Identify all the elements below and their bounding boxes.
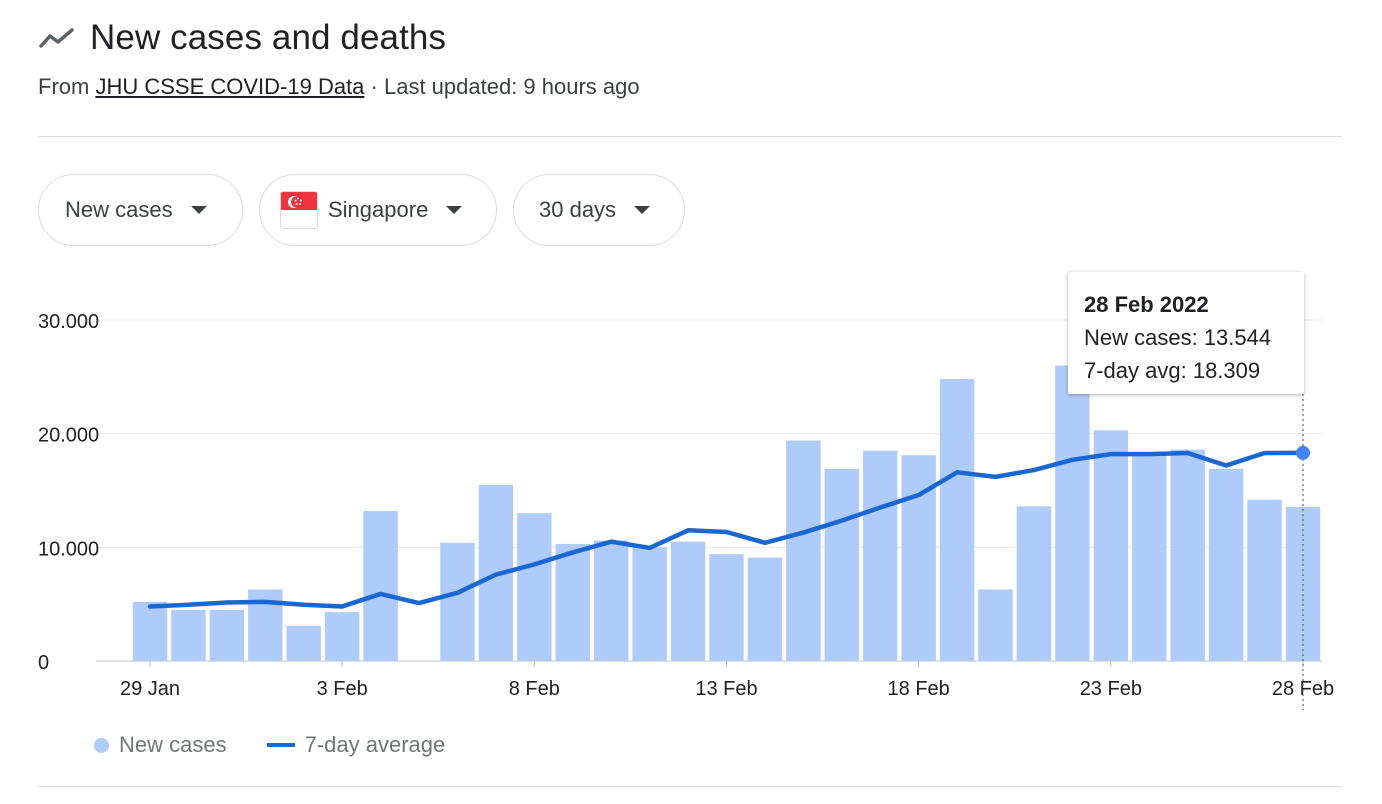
- bar[interactable]: [132, 601, 168, 661]
- highlight-point: [1296, 445, 1310, 460]
- y-tick-label: 0: [38, 652, 49, 674]
- chevron-down-icon: [190, 206, 207, 214]
- x-tick-label: 23 Feb: [1080, 678, 1142, 700]
- bottom-divider: [38, 786, 1342, 787]
- metric-dropdown[interactable]: New cases: [38, 174, 243, 246]
- bar[interactable]: [632, 547, 667, 661]
- singapore-flag-icon: [280, 191, 318, 229]
- y-tick-label: 20.000: [38, 425, 99, 447]
- chart-legend: New cases 7-day average: [94, 732, 445, 758]
- y-tick-label: 30.000: [38, 311, 99, 333]
- source-prefix: From: [38, 74, 96, 99]
- bar[interactable]: [1093, 430, 1129, 661]
- bar[interactable]: [1055, 365, 1090, 661]
- bar[interactable]: [1208, 468, 1244, 661]
- legend-line-swatch: [266, 743, 295, 747]
- legend-line-label: 7-day average: [304, 732, 446, 757]
- bar[interactable]: [593, 540, 629, 661]
- bar[interactable]: [286, 625, 321, 661]
- bar[interactable]: [747, 557, 783, 661]
- bar[interactable]: [939, 379, 975, 661]
- chart-header: New cases and deaths: [38, 18, 446, 58]
- country-dropdown-label: Singapore: [328, 197, 429, 222]
- bar[interactable]: [709, 554, 744, 661]
- chevron-down-icon: [446, 206, 463, 214]
- range-dropdown[interactable]: 30 days: [513, 174, 685, 246]
- seven-day-average-line: [147, 450, 1306, 609]
- top-divider: [38, 136, 1342, 137]
- bar[interactable]: [171, 609, 206, 661]
- source-line: From JHU CSSE COVID-19 Data · Last updat…: [38, 74, 640, 100]
- y-tick-label: 10.000: [38, 538, 99, 560]
- bar[interactable]: [1247, 499, 1282, 661]
- range-dropdown-label: 30 days: [539, 197, 617, 222]
- bar[interactable]: [363, 510, 398, 661]
- x-tick-label: 18 Feb: [888, 678, 950, 700]
- tooltip-7day-avg: 7-day avg: 18.309: [1084, 358, 1261, 383]
- bar[interactable]: [786, 440, 821, 661]
- chevron-down-icon: [634, 206, 651, 214]
- bar[interactable]: [555, 543, 590, 661]
- page-title: New cases and deaths: [90, 18, 447, 57]
- last-updated: · Last updated: 9 hours ago: [364, 74, 640, 99]
- x-tick-label: 8 Feb: [509, 678, 560, 700]
- bar[interactable]: [978, 589, 1013, 661]
- legend-bar-swatch: [94, 737, 109, 753]
- metric-dropdown-label: New cases: [65, 197, 173, 222]
- bar[interactable]: [517, 513, 552, 661]
- cases-chart[interactable]: 0 10.000 20.000 30.000 29 Jan 3 Feb 8 Feb 13 Fe…: [0, 260, 1382, 710]
- country-dropdown[interactable]: Singapore: [259, 174, 497, 246]
- bar[interactable]: [863, 450, 898, 661]
- bar[interactable]: [1170, 449, 1205, 661]
- x-tick-label: 29 Jan: [120, 678, 180, 700]
- chart-tooltip: 28 Feb 2022 New cases: 13.544 7-day avg:…: [1068, 272, 1304, 394]
- bar[interactable]: [324, 612, 360, 661]
- bar[interactable]: [670, 541, 706, 661]
- bar[interactable]: [440, 542, 475, 661]
- bar[interactable]: [1016, 506, 1052, 661]
- x-tick-label: 13 Feb: [695, 678, 757, 700]
- tooltip-new-cases: New cases: 13.544: [1084, 325, 1272, 350]
- x-tick-label: 3 Feb: [317, 678, 368, 700]
- bar[interactable]: [209, 609, 245, 661]
- tooltip-date: 28 Feb 2022: [1084, 292, 1209, 317]
- legend-bars-label: New cases: [119, 732, 227, 757]
- trend-line-icon: [39, 28, 74, 48]
- source-link[interactable]: JHU CSSE COVID-19 Data: [95, 74, 365, 99]
- bar[interactable]: [824, 468, 860, 661]
- bar[interactable]: [1132, 451, 1167, 661]
